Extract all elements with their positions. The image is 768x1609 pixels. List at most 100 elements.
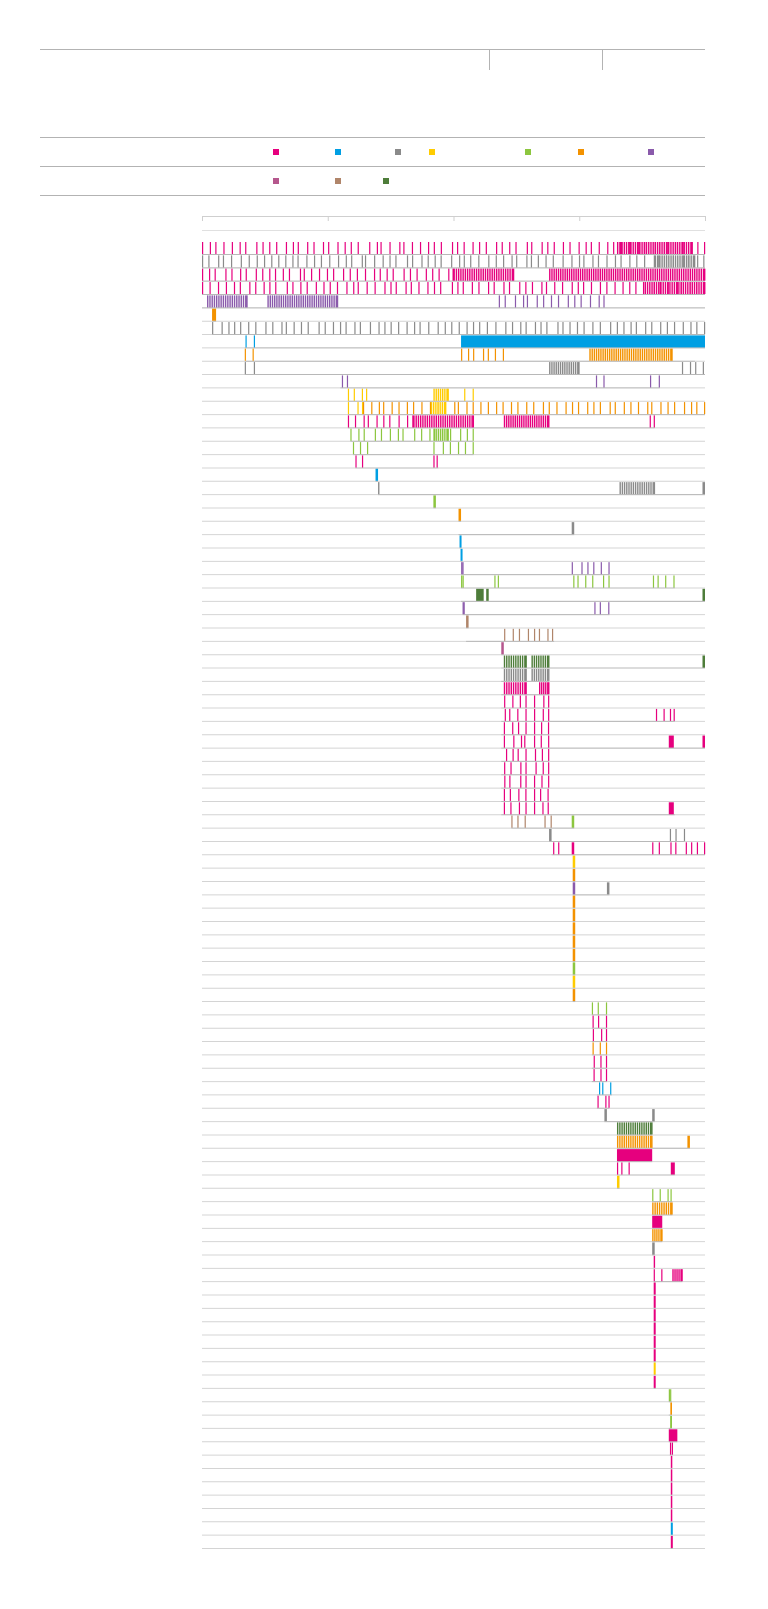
event-tick: [578, 255, 581, 268]
event-tick: [610, 1082, 612, 1095]
event-tick: [524, 815, 526, 828]
event-tick: [238, 295, 240, 308]
event-tick: [533, 402, 535, 415]
event-tick: [590, 242, 592, 254]
event-tick: [306, 282, 308, 295]
event-tick: [634, 1122, 636, 1135]
event-tick: [645, 322, 647, 335]
event-tick: [653, 1282, 656, 1295]
event-tick: [514, 415, 516, 428]
event-tick: [371, 402, 373, 415]
event-tick: [592, 322, 594, 335]
event-tick: [439, 388, 442, 401]
event-tick: [700, 268, 703, 281]
event-tick: [670, 348, 672, 361]
event-tick: [472, 428, 474, 441]
event-tick: [484, 268, 487, 281]
event-tick: [657, 575, 659, 588]
event-tick: [592, 255, 594, 268]
event-tick: [538, 668, 540, 681]
event-tick: [503, 655, 506, 668]
event-tick: [630, 322, 632, 335]
event-tick: [582, 268, 584, 281]
event-block: [670, 1162, 675, 1175]
event-tick: [611, 348, 613, 361]
event-tick: [402, 428, 404, 441]
event-tick: [636, 1122, 639, 1135]
event-tick: [354, 415, 357, 428]
event-tick: [375, 468, 379, 481]
event-tick: [225, 268, 227, 281]
event-tick: [274, 268, 277, 281]
event-tick: [669, 1442, 672, 1455]
event-tick: [617, 348, 620, 361]
event-tick: [538, 415, 540, 428]
event-tick: [630, 482, 632, 495]
event-tick: [493, 268, 496, 281]
event-tick: [562, 362, 564, 375]
event-tick: [537, 255, 539, 268]
event-tick: [280, 295, 282, 308]
event-tick: [598, 242, 600, 254]
event-tick: [479, 322, 481, 335]
event-tick: [652, 1229, 654, 1242]
legend-swatch-blue: [335, 149, 341, 155]
event-tick: [435, 428, 437, 441]
event-tick: [472, 442, 474, 455]
timeline-rows: [202, 242, 706, 1549]
event-tick: [549, 268, 551, 281]
event-tick: [616, 1162, 619, 1175]
event-tick: [679, 242, 681, 254]
event-tick: [415, 415, 417, 428]
event-tick: [641, 1135, 643, 1148]
event-tick: [690, 255, 692, 268]
event-tick: [517, 748, 519, 761]
event-tick: [345, 255, 347, 268]
event-tick: [678, 282, 680, 295]
event-tick: [531, 655, 533, 668]
timeline-row: [202, 722, 705, 736]
event-tick: [619, 1122, 621, 1135]
event-tick: [638, 242, 640, 254]
event-tick: [599, 1082, 601, 1095]
event-tick: [473, 348, 475, 361]
event-tick: [505, 415, 508, 428]
event-tick: [661, 268, 663, 281]
event-tick: [345, 322, 347, 335]
event-tick: [428, 415, 431, 428]
event-tick: [601, 1029, 603, 1042]
event-tick: [482, 348, 485, 361]
event-tick: [649, 1135, 652, 1148]
event-tick: [517, 668, 519, 681]
event-tick: [543, 682, 545, 695]
event-tick: [560, 268, 562, 281]
event-tick: [597, 255, 600, 268]
event-tick: [676, 268, 678, 281]
event-tick: [609, 402, 611, 415]
event-tick: [656, 242, 659, 254]
event-tick: [526, 255, 528, 268]
event-tick: [614, 255, 617, 268]
event-tick: [670, 1415, 673, 1428]
event-tick: [414, 428, 416, 441]
event-tick: [572, 362, 575, 375]
event-tick: [506, 682, 508, 695]
event-tick: [546, 655, 549, 668]
timeline-row: [202, 1429, 705, 1443]
event-tick: [497, 575, 499, 588]
event-tick: [647, 402, 649, 415]
event-tick: [645, 1135, 647, 1148]
event-tick: [637, 348, 639, 361]
event-tick: [525, 322, 527, 335]
event-tick: [422, 415, 424, 428]
event-tick: [643, 268, 645, 281]
event-tick: [430, 402, 433, 415]
event-tick: [457, 415, 460, 428]
timeline-row: [202, 1282, 705, 1296]
event-tick: [458, 508, 462, 521]
event-tick: [272, 322, 274, 335]
event-tick: [702, 735, 705, 748]
event-tick: [501, 642, 504, 655]
event-tick: [440, 255, 442, 268]
event-tick: [667, 402, 669, 415]
